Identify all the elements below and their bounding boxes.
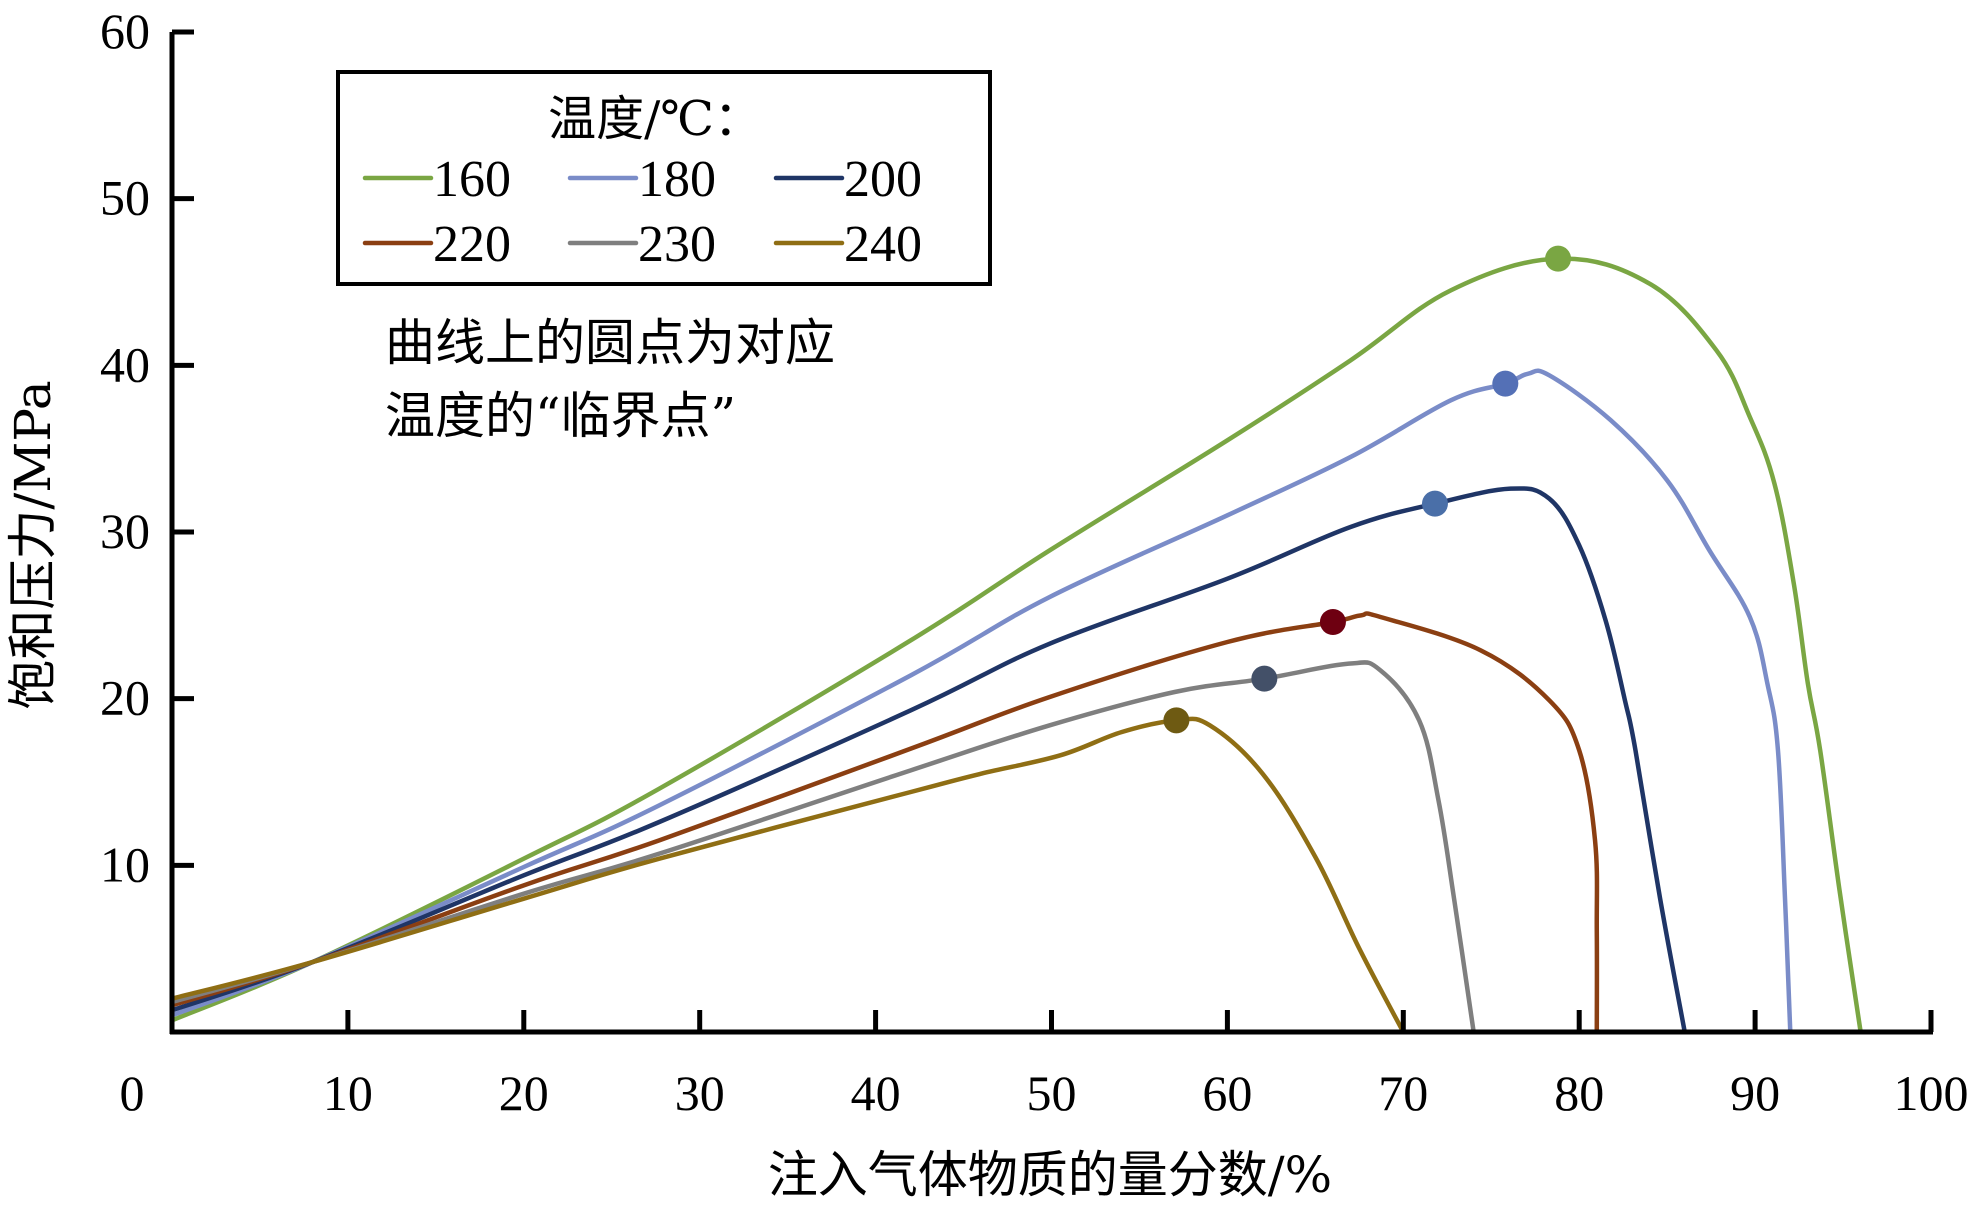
x-tick-label: 0 <box>120 1065 145 1121</box>
y-axis-title: 饱和压力/MPa <box>4 380 62 709</box>
annotation-line-2: 温度的“临界点” <box>385 387 736 445</box>
legend-label: 180 <box>638 151 716 208</box>
legend-item-230: 230 <box>567 216 716 273</box>
x-tick-label: 30 <box>675 1065 725 1121</box>
legend-label: 230 <box>638 216 716 273</box>
critical-point-200 <box>1421 490 1448 517</box>
y-tick-label: 40 <box>100 336 150 392</box>
series-line-160 <box>169 256 1863 1035</box>
x-axis-title: 注入气体物质的量分数/% <box>768 1146 1332 1204</box>
critical-point-230 <box>1251 665 1278 692</box>
x-tick-label: 100 <box>1894 1065 1969 1121</box>
legend-label: 200 <box>844 151 922 208</box>
y-tick-label: 60 <box>100 3 150 59</box>
y-tick-label: 50 <box>100 170 150 226</box>
legend-item-200: 200 <box>773 151 922 208</box>
legend-label: 220 <box>433 216 511 273</box>
legend-box <box>336 70 992 286</box>
series-line-240 <box>169 716 1406 1035</box>
annotation-line-1: 曲线上的圆点为对应 <box>385 314 835 372</box>
annotation: 曲线上的圆点为对应 温度的“临界点” <box>385 314 835 445</box>
legend-title: 温度/℃： <box>548 91 762 147</box>
critical-point-220 <box>1319 609 1346 635</box>
legend-label: 160 <box>433 151 511 208</box>
x-tick-label: 20 <box>499 1065 549 1121</box>
x-tick-label: 90 <box>1730 1065 1780 1121</box>
x-tick-label: 50 <box>1027 1065 1077 1121</box>
legend-item-180: 180 <box>567 151 716 208</box>
critical-points-layer <box>1163 245 1572 734</box>
x-ticks: 0 10 20 30 40 50 60 70 80 90 100 <box>120 1010 1969 1121</box>
y-ticks: 10 20 30 40 50 60 <box>100 3 194 892</box>
series-line-230 <box>169 660 1476 1035</box>
x-tick-label: 70 <box>1378 1065 1428 1121</box>
legend-item-160: 160 <box>362 151 511 208</box>
x-tick-label: 10 <box>323 1065 373 1121</box>
series-layer <box>169 256 1863 1035</box>
series-line-180 <box>169 368 1793 1035</box>
legend-label: 240 <box>844 216 922 273</box>
y-tick-label: 30 <box>100 503 150 559</box>
x-tick-label: 60 <box>1202 1065 1252 1121</box>
legend-items: 160 180 200 220 230 240 <box>362 151 922 273</box>
series-line-220 <box>169 611 1600 1035</box>
x-tick-label: 40 <box>851 1065 901 1121</box>
critical-point-160 <box>1545 245 1572 272</box>
x-tick-label: 80 <box>1554 1065 1604 1121</box>
legend-item-220: 220 <box>362 216 511 273</box>
critical-point-180 <box>1492 370 1519 397</box>
legend-item-240: 240 <box>773 216 922 273</box>
y-tick-label: 10 <box>100 836 150 892</box>
y-tick-label: 20 <box>100 670 150 726</box>
critical-point-240 <box>1163 707 1190 734</box>
legend: 温度/℃： 160 180 200 220 230 240 <box>336 70 992 286</box>
series-line-200 <box>169 486 1687 1035</box>
